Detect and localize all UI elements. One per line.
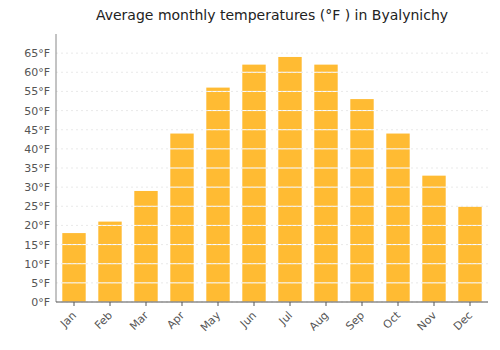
x-tick — [182, 302, 183, 306]
x-tick — [218, 302, 219, 306]
grid-line-shadow — [56, 225, 488, 226]
x-tick-label: Jul — [276, 309, 295, 328]
y-tick-label: 50°F — [24, 105, 50, 118]
x-tick — [434, 302, 435, 306]
grid-line — [56, 168, 488, 169]
grid-line-shadow — [56, 148, 488, 149]
y-tick-label: 60°F — [24, 66, 50, 79]
title: Average monthly temperatures (°F ) in By… — [96, 7, 448, 23]
x-tick-label: Sep — [343, 309, 367, 333]
y-tick-label: 65°F — [24, 47, 50, 60]
grid-line-shadow — [56, 244, 488, 245]
bar — [242, 65, 265, 302]
bar — [314, 65, 337, 302]
y-tick-labels: 0°F 5°F 10°F 15°F 20°F 25°F 30°F 35°F 40°F 45°F 50… — [24, 47, 50, 309]
grid-line — [56, 72, 488, 73]
grid-line-shadow — [56, 129, 488, 130]
x-tick-label: Aug — [307, 309, 331, 333]
y-axis — [56, 34, 57, 302]
grid — [56, 53, 488, 302]
grid-line-shadow — [56, 263, 488, 264]
x-tick-labels: Jan Feb Mar Apr May Jun Jul Aug Sep Oct Nov Dec — [57, 302, 475, 334]
y-tick-label: 35°F — [24, 162, 50, 175]
bar — [98, 222, 121, 302]
grid-line-shadow — [56, 302, 488, 303]
bar — [206, 88, 229, 302]
chart: Average monthly temperatures (°F ) in By… — [0, 0, 500, 350]
x-tick-label: Oct — [380, 308, 403, 331]
grid-line — [56, 129, 488, 130]
y-tick-label: 20°F — [24, 219, 50, 232]
grid-line — [56, 91, 488, 92]
grid-line-shadow — [56, 72, 488, 73]
grid-line-shadow — [56, 282, 488, 283]
bar — [458, 206, 481, 302]
x-tick — [110, 302, 111, 306]
bar — [386, 134, 409, 302]
x-tick-label: May — [198, 309, 224, 335]
y-tick-label: 25°F — [24, 200, 50, 213]
x-tick-label: Nov — [415, 309, 440, 334]
bar — [134, 191, 157, 302]
x-tick — [398, 302, 399, 306]
y-tick-label: 45°F — [24, 124, 50, 137]
grid-line — [56, 110, 488, 111]
grid-line-shadow — [56, 206, 488, 207]
y-tick-label: 10°F — [24, 258, 50, 271]
bar — [170, 134, 193, 302]
x-tick — [74, 302, 75, 306]
grid-line-shadow — [56, 168, 488, 169]
grid-line — [56, 244, 488, 245]
x-tick — [146, 302, 147, 306]
y-tick-label: 40°F — [24, 143, 50, 156]
y-tick-label: 5°F — [31, 277, 50, 290]
x-tick — [326, 302, 327, 306]
grid-line — [56, 187, 488, 188]
x-tick-label: Dec — [451, 309, 475, 333]
grid-line — [56, 225, 488, 226]
y-tick-label: 15°F — [24, 239, 50, 252]
x-tick — [290, 302, 291, 306]
x-tick-label: Jan — [57, 309, 79, 331]
grid-line — [56, 53, 488, 54]
grid-line-shadow — [56, 91, 488, 92]
bars — [62, 57, 481, 302]
grid-line — [56, 302, 488, 303]
grid-line-shadow — [56, 53, 488, 54]
x-tick-label: Mar — [127, 309, 151, 333]
x-tick-label: Jun — [237, 309, 259, 331]
x-tick — [362, 302, 363, 306]
x-axis — [56, 302, 488, 303]
grid-line-shadow — [56, 110, 488, 111]
bar — [278, 57, 301, 302]
y-tick-label: 0°F — [31, 296, 50, 309]
grid-line — [56, 206, 488, 207]
x-tick-label: Feb — [92, 309, 115, 332]
bar — [62, 233, 85, 302]
grid-line-shadow — [56, 187, 488, 188]
x-tick — [470, 302, 471, 306]
x-tick-label: Apr — [164, 309, 187, 332]
grid-line — [56, 148, 488, 149]
y-tick-label: 55°F — [24, 85, 50, 98]
x-tick — [254, 302, 255, 306]
grid-line — [56, 263, 488, 264]
grid-line — [56, 282, 488, 283]
y-tick-label: 30°F — [24, 181, 50, 194]
